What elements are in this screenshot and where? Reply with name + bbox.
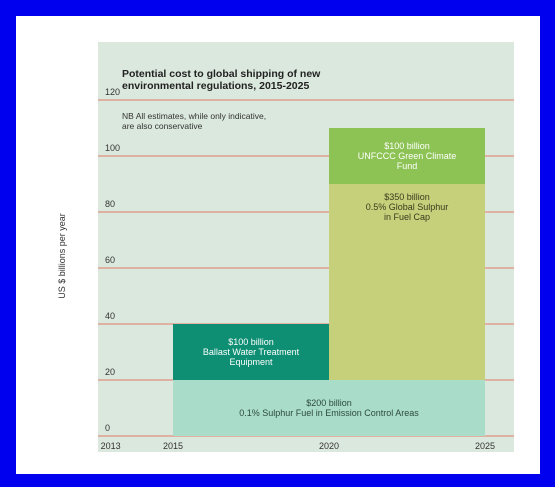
y-tick-labels: 0 20 40 60 80 100 120 xyxy=(105,87,120,433)
chart-title-line-1: Potential cost to global shipping of new xyxy=(122,68,321,80)
y-tick-label: 120 xyxy=(105,87,120,97)
segment-emission-control-areas xyxy=(173,380,485,436)
segment-global-sulphur-cap xyxy=(329,184,485,380)
y-tick-label: 40 xyxy=(105,311,115,321)
chart-note-line-1: NB All estimates, while only indicative, xyxy=(122,111,266,121)
cost-segments xyxy=(173,128,485,436)
segment-label: UNFCCC Green Climate xyxy=(358,151,457,161)
y-tick-label: 80 xyxy=(105,199,115,209)
slide-canvas: $200 billion 0.1% Sulphur Fuel in Emissio… xyxy=(16,16,540,474)
segment-label: 0.1% Sulphur Fuel in Emission Control Ar… xyxy=(239,408,419,418)
segment-label: $200 billion xyxy=(306,398,352,408)
segment-green-climate-fund xyxy=(329,128,485,184)
segment-label: $100 billion xyxy=(228,337,274,347)
chart-note-line-2: are also conservative xyxy=(122,121,203,131)
segment-ballast-water xyxy=(173,324,329,380)
segment-label: $350 billion xyxy=(384,192,430,202)
chart-title-line-2: environmental regulations, 2015-2025 xyxy=(122,80,309,92)
segment-label: in Fuel Cap xyxy=(384,212,430,222)
segment-label: Equipment xyxy=(229,357,273,367)
y-tick-label: 0 xyxy=(105,423,110,433)
x-tick-label: 2015 xyxy=(163,441,183,451)
y-tick-label: 20 xyxy=(105,367,115,377)
x-tick-label: 2013 xyxy=(101,441,121,451)
y-tick-label: 100 xyxy=(105,143,120,153)
segment-label: Fund xyxy=(397,161,418,171)
x-tick-label: 2020 xyxy=(319,441,339,451)
segment-label: Ballast Water Treatment xyxy=(203,347,300,357)
x-tick-labels: 2013 2015 2020 2025 xyxy=(101,441,495,451)
y-tick-label: 60 xyxy=(105,255,115,265)
segment-label: 0.5% Global Sulphur xyxy=(366,202,449,212)
x-tick-label: 2025 xyxy=(475,441,495,451)
segment-label: $100 billion xyxy=(384,141,430,151)
y-axis-label: US $ billions per year xyxy=(57,213,67,299)
